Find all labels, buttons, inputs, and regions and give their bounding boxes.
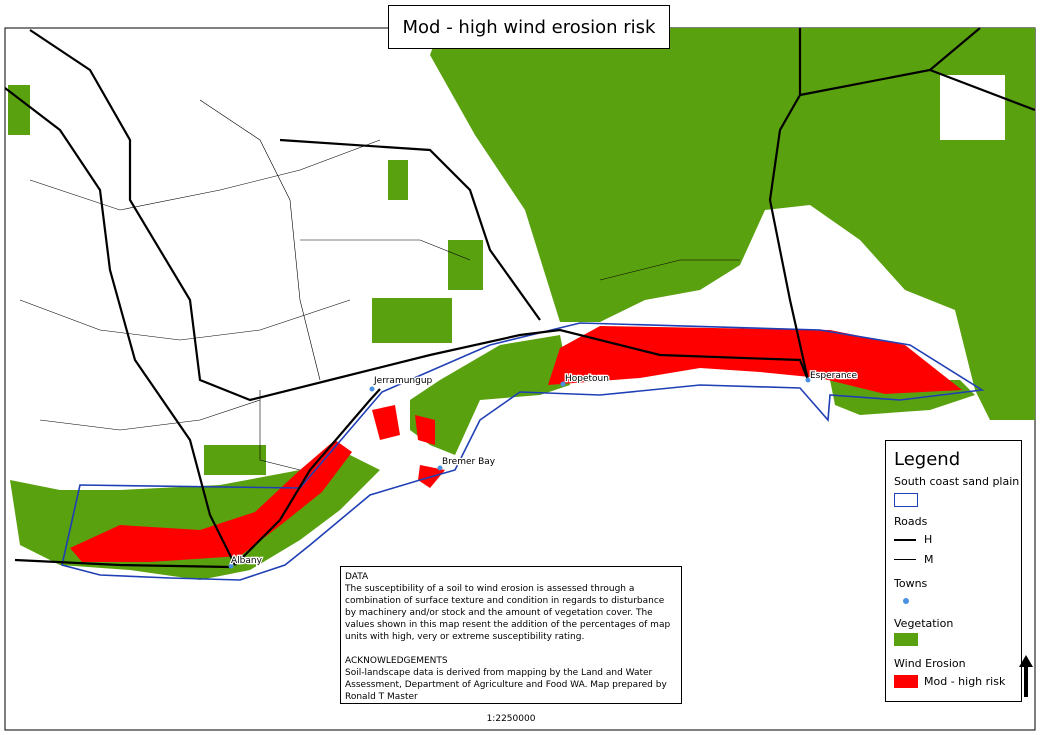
sand-plain-boundary xyxy=(61,322,985,581)
cleared-area xyxy=(940,75,1005,140)
minor-roads xyxy=(19,99,740,471)
legend-label: Roads xyxy=(894,515,928,528)
info-box: DATA The susceptibility of a soil to win… xyxy=(340,566,682,724)
legend-title: Legend xyxy=(894,449,961,470)
north-arrow xyxy=(1019,655,1033,697)
scale: 1:2250000 xyxy=(486,714,536,724)
legend-label: M xyxy=(924,553,934,566)
legend: Legend South coast sand plain Roads H M … xyxy=(885,440,1033,702)
legend-label: Vegetation xyxy=(894,617,954,630)
town-markers xyxy=(228,377,811,569)
town-label: Jerramungup xyxy=(373,376,433,386)
legend-label: South coast sand plain xyxy=(894,475,1020,488)
legend-swatch xyxy=(894,559,916,560)
legend-swatch xyxy=(894,493,918,507)
map-title: Mod - high wind erosion risk xyxy=(388,5,670,49)
data-heading: DATA xyxy=(345,572,369,582)
town-label: Bremer Bay xyxy=(442,457,496,467)
ack-text: Soil-landscape data is derived from mapp… xyxy=(345,668,667,702)
town-label: Hopetoun xyxy=(565,374,609,384)
legend-swatch xyxy=(903,598,909,604)
legend-label: Mod - high risk xyxy=(924,675,1006,688)
legend-swatch xyxy=(894,675,918,688)
legend-label: Towns xyxy=(894,577,928,590)
legend-label: Wind Erosion xyxy=(894,657,966,670)
erosion-areas xyxy=(70,326,962,562)
town-label: Esperance xyxy=(810,371,857,381)
legend-swatch xyxy=(894,633,918,646)
town-label: Albany xyxy=(231,556,263,566)
highways xyxy=(4,27,1036,569)
ack-heading: ACKNOWLEDGEMENTS xyxy=(345,656,448,666)
legend-label: H xyxy=(924,533,933,546)
data-text: The susceptibility of a soil to wind ero… xyxy=(345,584,671,642)
legend-swatch xyxy=(894,539,916,541)
